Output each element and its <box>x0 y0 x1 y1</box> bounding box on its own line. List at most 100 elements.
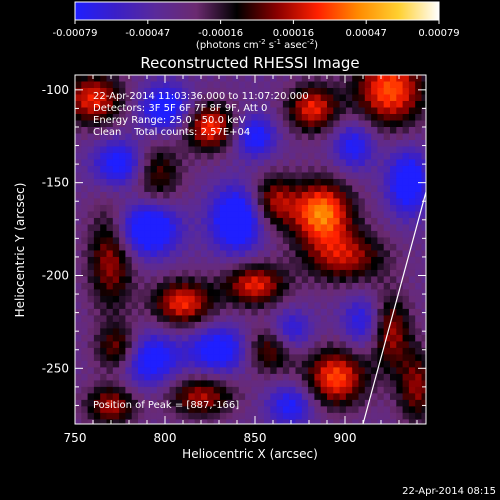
heatmap-pixel <box>371 113 378 122</box>
heatmap-pixel <box>169 165 177 174</box>
heatmap-pixel <box>383 334 391 342</box>
heatmap-pixel <box>339 81 347 89</box>
heatmap-pixel <box>295 211 303 219</box>
heatmap-pixel <box>276 81 284 89</box>
heatmap-pixel <box>352 94 360 102</box>
colorbar-tick-label: 0.00079 <box>418 28 459 39</box>
heatmap-pixel <box>182 315 189 323</box>
heatmap-pixel <box>308 406 315 414</box>
heatmap-pixel <box>226 113 234 122</box>
heatmap-pixel <box>163 217 171 226</box>
heatmap-pixel <box>207 75 215 83</box>
heatmap-pixel <box>333 146 341 154</box>
heatmap-pixel <box>106 126 114 135</box>
heatmap-pixel <box>245 399 252 407</box>
heatmap-pixel <box>364 243 372 252</box>
heatmap-pixel <box>308 139 315 148</box>
heatmap-pixel <box>270 328 278 336</box>
heatmap-pixel <box>119 373 126 381</box>
heatmap-pixel <box>119 107 126 115</box>
heatmap-pixel <box>282 393 290 401</box>
y-axis-ticks: -100-150-200-250 <box>42 83 426 406</box>
heatmap-pixel <box>156 139 164 148</box>
heatmap-pixel <box>308 263 315 271</box>
heatmap-pixel <box>345 204 353 213</box>
heatmap-pixel <box>87 211 95 219</box>
heatmap-pixel <box>144 321 152 329</box>
heatmap-pixel <box>257 198 265 206</box>
heatmap-pixel <box>408 412 416 420</box>
heatmap-pixel <box>150 412 158 420</box>
heatmap-pixel <box>207 334 215 342</box>
heatmap-pixel <box>396 276 404 284</box>
heatmap-pixel <box>163 126 171 135</box>
heatmap-pixel <box>383 373 391 381</box>
heatmap-pixel <box>100 347 108 355</box>
heatmap-pixel <box>81 308 89 316</box>
heatmap-pixel <box>358 204 366 213</box>
heatmap-pixel <box>371 243 378 252</box>
heatmap-pixel <box>408 217 416 226</box>
heatmap-pixel <box>232 198 240 206</box>
heatmap-pixel <box>251 126 259 135</box>
heatmap-pixel <box>238 347 246 355</box>
heatmap-pixel <box>264 94 271 102</box>
heatmap-pixel <box>402 308 410 316</box>
heatmap-pixel <box>219 211 227 219</box>
heatmap-pixel <box>282 139 290 148</box>
heatmap-pixel <box>295 159 303 167</box>
heatmap-pixel <box>194 263 202 271</box>
heatmap-pixel <box>150 393 158 401</box>
heatmap-pixel <box>339 211 347 219</box>
heatmap-pixel <box>144 75 152 83</box>
heatmap-pixel <box>251 399 259 407</box>
heatmap-pixel <box>251 328 259 336</box>
heatmap-pixel <box>390 334 397 342</box>
heatmap-pixel <box>87 75 95 83</box>
heatmap-pixel <box>408 282 416 291</box>
heatmap-pixel <box>169 289 177 297</box>
heatmap-pixel <box>201 120 208 128</box>
heatmap-pixel <box>213 282 221 291</box>
heatmap-pixel <box>270 126 278 135</box>
heatmap-pixel <box>245 302 252 310</box>
heatmap-pixel <box>408 224 416 232</box>
heatmap-pixel <box>156 406 164 414</box>
heatmap-pixel <box>282 94 290 102</box>
heatmap-pixel <box>100 302 108 310</box>
heatmap-pixel <box>156 211 164 219</box>
heatmap-pixel <box>182 178 189 187</box>
heatmap-pixel <box>352 393 360 401</box>
heatmap-pixel <box>125 81 133 89</box>
heatmap-pixel <box>339 224 347 232</box>
heatmap-pixel <box>377 276 385 284</box>
heatmap-pixel <box>93 308 101 316</box>
heatmap-pixel <box>188 126 196 135</box>
heatmap-pixel <box>219 373 227 381</box>
heatmap-pixel <box>81 360 89 368</box>
heatmap-pixel <box>112 250 120 258</box>
heatmap-pixel <box>232 373 240 381</box>
heatmap-pixel <box>402 191 410 200</box>
heatmap-pixel <box>100 282 108 291</box>
heatmap-pixel <box>213 159 221 167</box>
heatmap-pixel <box>421 120 426 128</box>
heatmap-pixel <box>352 87 360 96</box>
heatmap-pixel <box>87 204 95 213</box>
heatmap-pixel <box>264 393 271 401</box>
heatmap-pixel <box>415 75 423 83</box>
heatmap-pixel <box>156 120 164 128</box>
heatmap-pixel <box>364 230 372 239</box>
heatmap-pixel <box>150 185 158 193</box>
heatmap-pixel <box>333 354 341 362</box>
heatmap-pixel <box>415 263 423 271</box>
heatmap-pixel <box>201 172 208 180</box>
heatmap-pixel <box>150 113 158 122</box>
heatmap-pixel <box>163 211 171 219</box>
heatmap-pixel <box>245 354 252 362</box>
heatmap-pixel <box>213 178 221 187</box>
heatmap-pixel <box>131 347 139 355</box>
heatmap-pixel <box>194 360 202 368</box>
heatmap-pixel <box>276 282 284 291</box>
heatmap-pixel <box>238 146 246 154</box>
